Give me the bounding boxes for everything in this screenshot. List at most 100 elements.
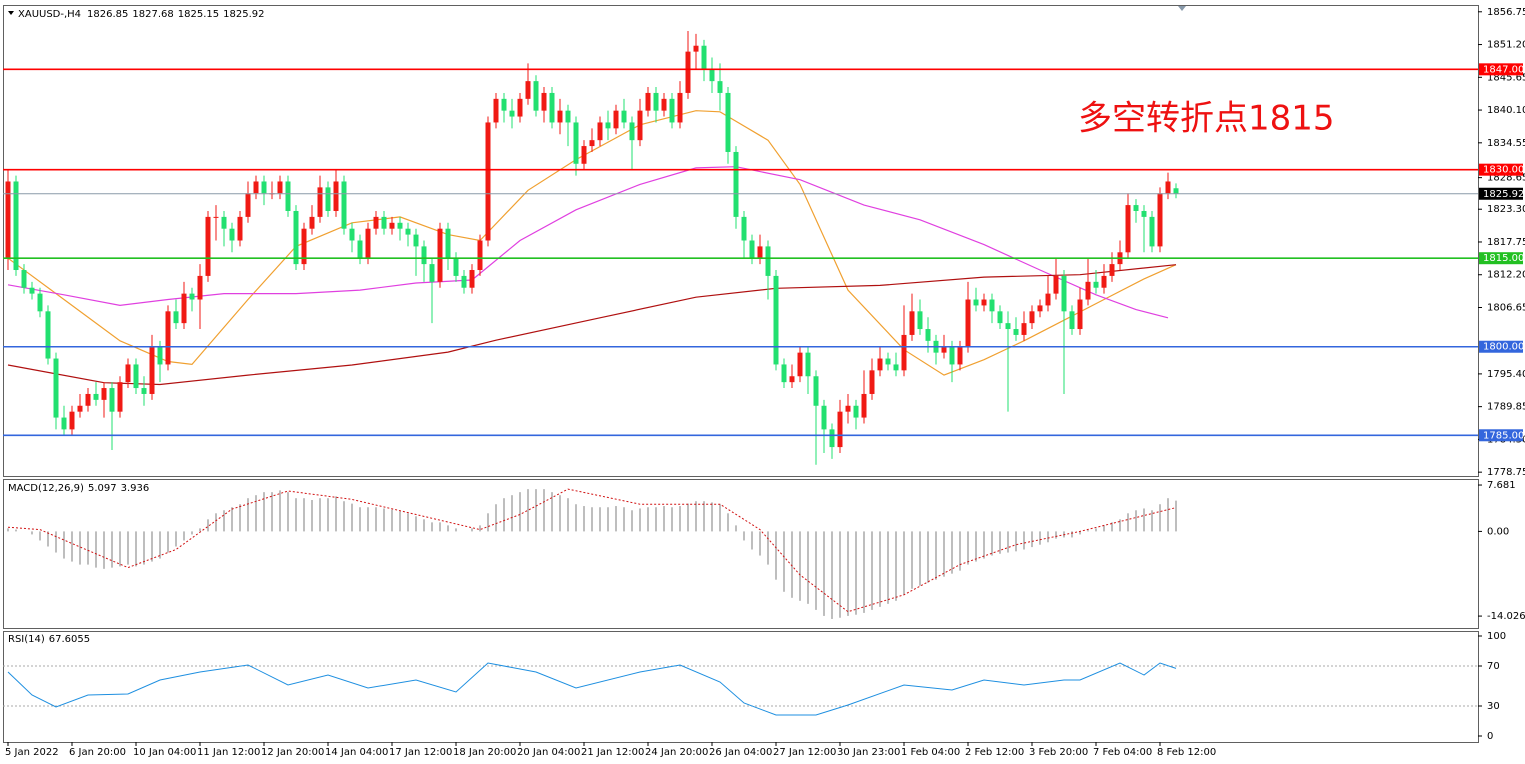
x-tick-label: 18 Jan 20:00: [453, 747, 516, 758]
candle-body: [621, 110, 627, 123]
candle-body: [1069, 311, 1075, 330]
candle-body: [429, 264, 435, 282]
candle-body: [1053, 275, 1059, 294]
moving-average: [7, 166, 1169, 319]
candle-body: [221, 216, 227, 229]
candle-body: [765, 246, 771, 276]
candle-body: [309, 216, 315, 229]
candle-body: [341, 181, 347, 229]
candle-body: [101, 388, 107, 400]
candle-body: [877, 358, 883, 371]
candle-body: [821, 405, 827, 430]
candle-body: [709, 69, 715, 82]
candle-body: [941, 346, 947, 353]
candle-body: [45, 311, 51, 359]
candle-body: [421, 246, 427, 265]
candle-body: [1093, 281, 1099, 288]
candle-body: [381, 216, 387, 229]
rsi-header: RSI(14) 67.6055: [8, 634, 90, 645]
candle-body: [829, 429, 835, 448]
candle-body: [669, 98, 675, 123]
y-tick-label: 30: [1487, 701, 1500, 712]
candle-body: [781, 364, 787, 383]
price-level-box: [1479, 340, 1523, 353]
candle-body: [813, 376, 819, 406]
x-tick-label: 5 Jan 2022: [5, 747, 59, 758]
candle-body: [965, 299, 971, 347]
candle-body: [301, 228, 307, 265]
candle-body: [861, 393, 867, 418]
candle-body: [389, 222, 395, 229]
price-level-box: [1479, 163, 1523, 176]
candle-body: [181, 293, 187, 324]
candle-body: [597, 122, 603, 141]
candle-body: [333, 181, 339, 211]
candle-body: [437, 228, 443, 282]
y-tick-label: 7.681: [1487, 480, 1516, 491]
candle-body: [253, 181, 259, 194]
candle-body: [205, 216, 211, 276]
y-tick-label: 1851.20: [1487, 40, 1525, 51]
candle-body: [901, 334, 907, 371]
candle-body: [893, 364, 899, 371]
x-tick-label: 6 Jan 20:00: [69, 747, 126, 758]
candle-body: [845, 405, 851, 412]
x-tick-label: 14 Jan 04:00: [325, 747, 388, 758]
candle-body: [749, 240, 755, 259]
candle-body: [549, 92, 555, 123]
y-tick-label: 100: [1487, 631, 1506, 642]
candle-body: [1005, 323, 1011, 330]
candle-body: [53, 358, 59, 418]
y-tick-label: 1856.75: [1487, 7, 1525, 18]
candle-body: [1133, 205, 1139, 211]
candle-body: [469, 270, 475, 288]
candle-body: [349, 228, 355, 241]
price-level-label: 1800.00: [1483, 342, 1524, 353]
candle-body: [245, 193, 251, 217]
candle-body: [133, 364, 139, 389]
candle-body: [149, 346, 155, 394]
candle-body: [69, 411, 75, 430]
candle-body: [1109, 264, 1115, 276]
candle-body: [509, 110, 515, 117]
candle-body: [661, 98, 667, 111]
y-tick-label: 1823.30: [1487, 204, 1525, 215]
candle-body: [1045, 293, 1051, 306]
candle-body: [917, 311, 923, 330]
candle-body: [677, 92, 683, 123]
macd-panel: [3, 479, 1479, 629]
candle-body: [373, 216, 379, 229]
candle-body: [229, 228, 235, 241]
menu-arrow: [8, 11, 14, 15]
moving-average: [7, 264, 1177, 386]
candle-body: [501, 98, 507, 111]
candle-body: [997, 311, 1003, 324]
candle-body: [405, 228, 411, 235]
main-panel: [3, 5, 1479, 477]
y-tick-label: 70: [1487, 661, 1500, 672]
candle-body: [261, 181, 267, 194]
candle-body: [581, 146, 587, 164]
price-level-label: 1847.00: [1483, 64, 1524, 75]
candle-body: [1085, 281, 1091, 300]
candle-body: [925, 329, 931, 341]
price-level-label: 1815.00: [1483, 253, 1524, 264]
candle-body: [285, 181, 291, 211]
candle-body: [525, 81, 531, 99]
macd-signal: [7, 488, 1177, 613]
price-level-label: 1785.00: [1483, 430, 1524, 441]
y-tick-label: 0: [1487, 731, 1493, 742]
y-tick-label: 1795.40: [1487, 369, 1525, 380]
x-tick-label: 11 Jan 12:00: [197, 747, 260, 758]
candle-body: [29, 287, 35, 294]
x-tick-label: 26 Jan 04:00: [709, 747, 772, 758]
candle-body: [757, 246, 763, 259]
price-level-box: [1479, 63, 1523, 76]
candle-body: [21, 270, 27, 288]
candle-body: [117, 382, 123, 412]
candle-body: [461, 275, 467, 288]
candle-body: [85, 393, 91, 406]
candle-body: [173, 311, 179, 324]
candle-body: [517, 98, 523, 117]
candle-body: [493, 98, 499, 123]
